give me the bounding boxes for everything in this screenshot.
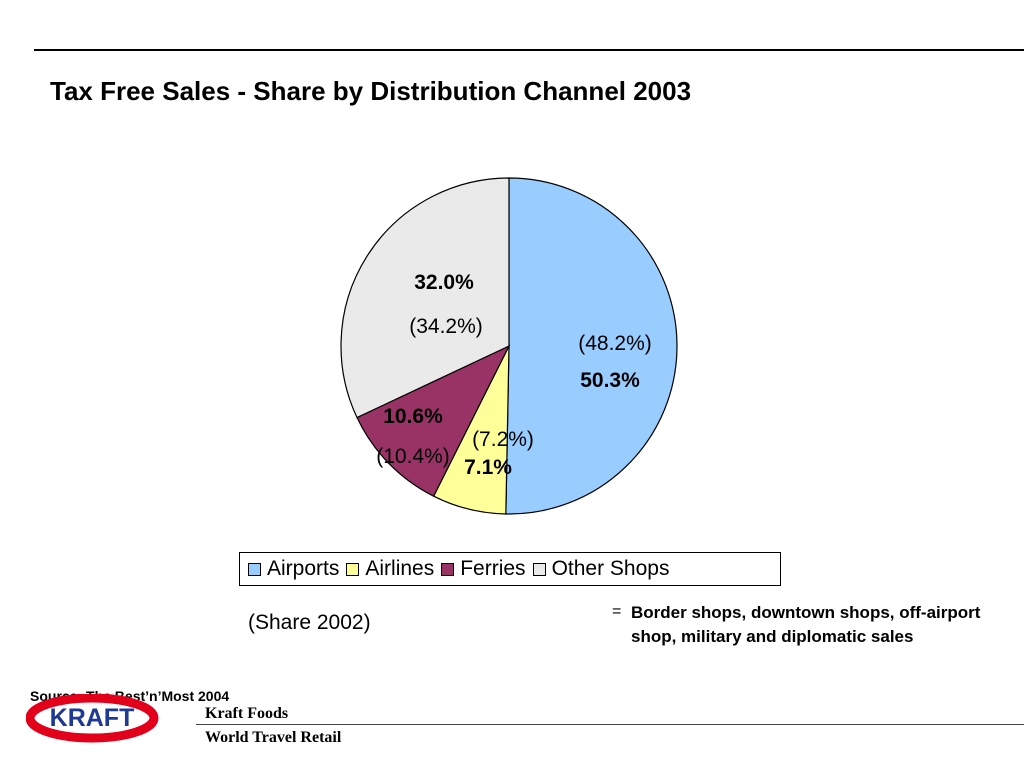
slice-value-label: 32.0% [414, 271, 474, 294]
company-name: Kraft Foods [205, 705, 289, 722]
footnote-marker: = [612, 603, 622, 620]
footer-divider [196, 724, 1024, 725]
legend-item-airports: Airports [248, 557, 339, 581]
slice-prev-share-label: (7.2%) [472, 428, 534, 451]
chart-legend: Airports Airlines Ferries Other Shops [239, 552, 781, 586]
pie-slices [340, 177, 678, 515]
slice-value-label: 50.3% [580, 369, 640, 392]
share-2002-note: (Share 2002) [248, 611, 371, 634]
slice-value-label: 7.1% [464, 456, 512, 479]
legend-label: Ferries [460, 557, 526, 580]
kraft-logo: KRAFT [26, 694, 159, 743]
legend-swatch [346, 562, 360, 576]
legend-label: Other Shops [551, 557, 670, 580]
slice-value-label: 10.6% [383, 405, 443, 428]
legend-item-airlines: Airlines [346, 557, 434, 581]
pie-slice-airports [505, 177, 678, 515]
legend-swatch [532, 562, 546, 576]
legend-label: Airlines [365, 557, 435, 580]
legend-swatch [441, 562, 455, 576]
legend-item-ferries: Ferries [441, 557, 526, 581]
page-title: Tax Free Sales - Share by Distribution C… [50, 76, 692, 106]
pie-slice-ferries [356, 344, 511, 497]
top-divider [34, 49, 1024, 51]
slice-prev-share-label: (48.2%) [578, 332, 652, 355]
legend-item-other-shops: Other Shops [532, 557, 670, 581]
slice-prev-share-label: (10.4%) [376, 445, 450, 468]
division-name: World Travel Retail [205, 729, 342, 746]
legend-label: Airports [267, 557, 340, 580]
logo-ring [26, 694, 159, 743]
legend-swatch [248, 562, 261, 576]
pie-slice-other-shops [340, 177, 510, 419]
logo-wordmark: KRAFT [50, 704, 135, 732]
footnote-text: Border shops, downtown shops, off-airpor… [631, 603, 981, 646]
pie-labels: 50.3% (48.2%) 7.1% (7.2%) 10.6% (10.4%) 32.0% (… [376, 271, 652, 479]
slice-prev-share-label: (34.2%) [409, 315, 483, 338]
